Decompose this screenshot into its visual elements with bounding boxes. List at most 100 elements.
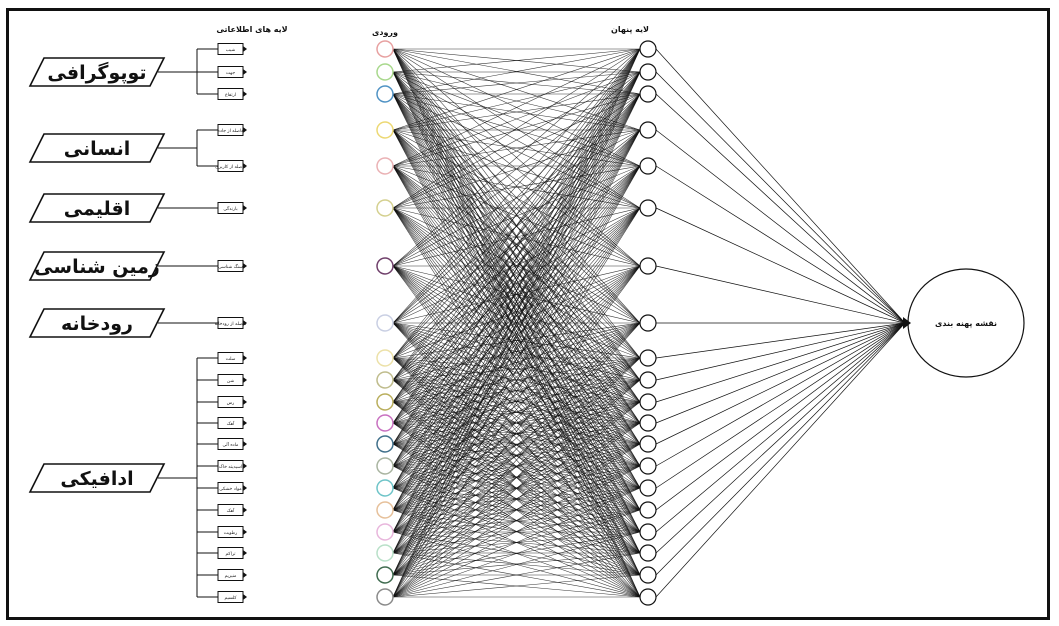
- group-shape: [28, 251, 166, 281]
- input-hidden-link: [392, 207, 641, 489]
- input-hidden-link: [392, 443, 641, 576]
- input-node: [376, 199, 394, 217]
- input-hidden-link: [392, 165, 641, 445]
- input-hidden-link: [392, 71, 641, 359]
- input-node: [376, 588, 394, 606]
- arrow-icon: [243, 463, 247, 469]
- input-hidden-link: [392, 129, 641, 167]
- layer-label: شیب: [226, 48, 236, 53]
- hidden-output-link: [655, 322, 906, 359]
- input-hidden-link: [392, 129, 641, 576]
- input-hidden-link: [392, 207, 641, 467]
- input-hidden-link: [392, 207, 641, 359]
- input-hidden-link: [392, 93, 641, 131]
- hidden-output-link: [655, 93, 906, 324]
- group-label: زمین شناسی: [34, 256, 160, 278]
- data-group: اقلیمی بارندگی: [28, 193, 247, 223]
- hidden-node: [639, 544, 657, 562]
- input-hidden-link: [392, 357, 641, 467]
- input-hidden-link: [392, 465, 641, 598]
- hidden-node: [639, 501, 657, 519]
- input-hidden-link: [392, 71, 641, 381]
- input-hidden-link: [392, 207, 641, 554]
- hidden-node: [639, 157, 657, 175]
- hidden-output-link: [655, 265, 906, 324]
- input-hidden-link: [392, 48, 641, 95]
- group-shape: [28, 463, 166, 493]
- data-group: توپوگرافی شیب جهت ارتفاع: [28, 43, 247, 100]
- input-node: [376, 349, 394, 367]
- data-group: انسانی فاصله از جاده فاصله از کاربری: [28, 124, 247, 172]
- layer-label: آهک: [227, 421, 235, 427]
- input-hidden-link: [392, 71, 641, 324]
- hidden-node: [639, 257, 657, 275]
- hidden-output-link: [655, 129, 906, 324]
- hidden-output-link: [655, 322, 906, 576]
- input-node: [376, 501, 394, 519]
- input-hidden-link: [392, 129, 641, 324]
- input-hidden-link: [392, 165, 641, 554]
- input-node: [376, 523, 394, 541]
- input-hidden-link: [392, 357, 641, 533]
- input-hidden-link: [392, 48, 641, 598]
- hidden-output-link: [655, 71, 906, 324]
- hidden-node: [639, 523, 657, 541]
- info-layers-title: لایه های اطلاعاتی: [216, 25, 287, 34]
- arrow-icon: [243, 69, 247, 75]
- arrow-icon: [243, 46, 247, 52]
- input-node: [376, 85, 394, 103]
- input-hidden-link: [392, 322, 641, 598]
- input-hidden-link: [392, 322, 641, 511]
- arrow-icon: [243, 441, 247, 447]
- input-hidden-link: [392, 357, 641, 598]
- input-hidden-link: [392, 48, 641, 424]
- hidden-node: [639, 199, 657, 217]
- input-hidden-link: [392, 48, 641, 131]
- input-hidden-link: [392, 165, 641, 576]
- output-arrow-icon: [903, 317, 911, 329]
- hidden-output-link: [655, 322, 906, 467]
- input-hidden-link: [392, 129, 641, 403]
- input-hidden-link: [392, 165, 641, 511]
- group-shape: [28, 133, 166, 163]
- layer-label: فاصله از کاربری: [215, 164, 245, 170]
- group-shape: [28, 57, 166, 87]
- input-hidden-link: [392, 322, 641, 576]
- input-hidden-link: [392, 322, 641, 403]
- data-group: ادافیکی سلت شن رس آهک ماده آلی اسیدیته خاک مواد…: [28, 352, 247, 603]
- data-groups: توپوگرافی شیب جهت ارتفاع انسانی فاصله از جاده…: [28, 43, 247, 603]
- layer-label: جهت: [226, 71, 235, 76]
- group-shape: [28, 308, 166, 338]
- input-hidden-link: [392, 48, 641, 511]
- layer-label: سلت: [226, 357, 236, 362]
- input-hidden-link: [392, 71, 641, 131]
- layer-label: شن: [227, 379, 234, 384]
- input-node: [376, 393, 394, 411]
- input-node: [376, 63, 394, 81]
- input-node: [376, 121, 394, 139]
- layer-label: رس: [227, 401, 235, 406]
- layer-label: رطوبت: [224, 531, 238, 536]
- input-hidden-link: [392, 443, 641, 554]
- input-hidden-link: [392, 207, 641, 424]
- input-hidden-link: [392, 48, 641, 209]
- arrow-icon: [243, 420, 247, 426]
- input-hidden-link: [392, 165, 641, 467]
- hidden-output-link: [655, 322, 906, 424]
- hidden-output-link: [655, 322, 906, 598]
- layer-label: کلسیم: [225, 595, 238, 601]
- input-hidden-link: [392, 48, 641, 489]
- hidden-output-link: [655, 322, 906, 511]
- input-hidden-link: [392, 357, 641, 554]
- input-hidden-link: [392, 165, 641, 489]
- input-hidden-link: [392, 357, 641, 511]
- input-hidden-link: [392, 129, 641, 359]
- layer-label: تراکم: [225, 551, 236, 557]
- input-hidden-link: [392, 265, 641, 598]
- input-hidden-link: [392, 129, 641, 533]
- input-hidden-link: [392, 71, 641, 403]
- input-hidden-link: [392, 48, 641, 533]
- arrow-icon: [243, 263, 247, 269]
- arrow-icon: [243, 594, 247, 600]
- arrow-icon: [243, 163, 247, 169]
